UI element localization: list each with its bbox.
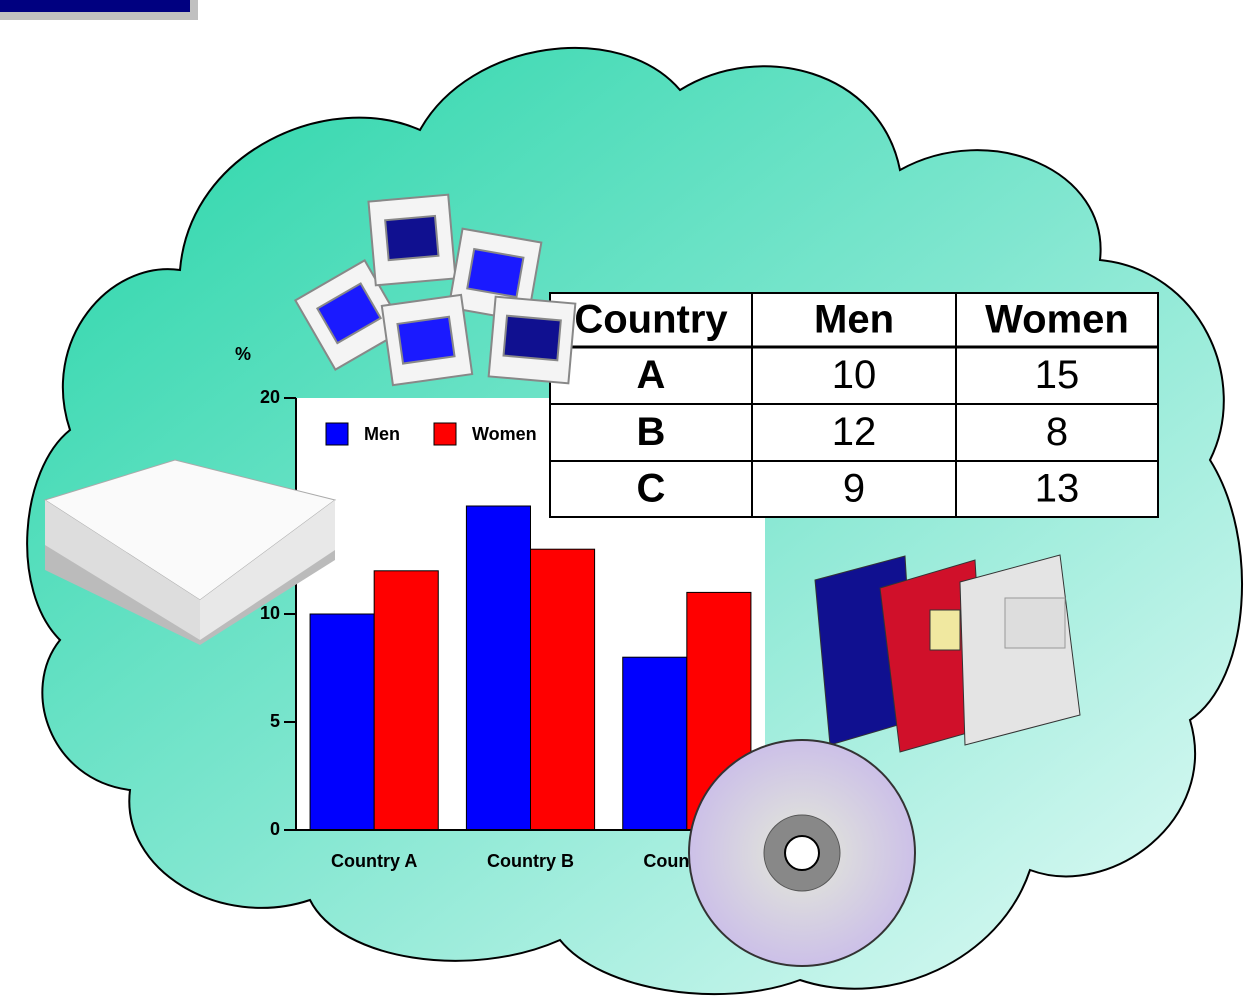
legend-swatch — [434, 423, 456, 445]
table-header: Women — [985, 298, 1129, 342]
cd — [689, 740, 915, 966]
table-header: Men — [814, 298, 894, 342]
table: Country Men Women A 10 15 B 12 8 C 9 13 — [550, 293, 1158, 517]
x-tick-label: Country B — [487, 851, 574, 871]
table-cell: C — [637, 467, 666, 511]
bar — [374, 571, 438, 830]
title-bar — [0, 0, 190, 12]
legend-swatch — [326, 423, 348, 445]
legend-label: Women — [472, 424, 537, 444]
bar — [531, 549, 595, 830]
x-tick-label: Country A — [331, 851, 417, 871]
table-cell: 9 — [843, 467, 865, 511]
table-cell: B — [637, 410, 666, 454]
page: {"chart_data": {"type": "bar", "y_label"… — [0, 0, 1250, 1008]
legend-label: Men — [364, 424, 400, 444]
y-tick-label: 5 — [270, 711, 280, 731]
y-tick-label: 0 — [270, 819, 280, 839]
y-axis-label: % — [235, 344, 251, 364]
table-cell: 12 — [832, 410, 877, 454]
table-cell: 8 — [1046, 410, 1068, 454]
bar — [310, 614, 374, 830]
y-tick-label: 20 — [260, 387, 280, 407]
bar — [466, 506, 530, 830]
table-cell: A — [637, 353, 666, 397]
bar — [623, 657, 687, 830]
y-tick-label: 10 — [260, 603, 280, 623]
table-cell: 10 — [832, 353, 877, 397]
table-header: Country — [574, 298, 728, 342]
scene: % Men Women 051020Country ACountry BCoun… — [0, 0, 1250, 1008]
binders — [815, 555, 1080, 752]
table-cell: 13 — [1035, 467, 1080, 511]
table-cell: 15 — [1035, 353, 1080, 397]
